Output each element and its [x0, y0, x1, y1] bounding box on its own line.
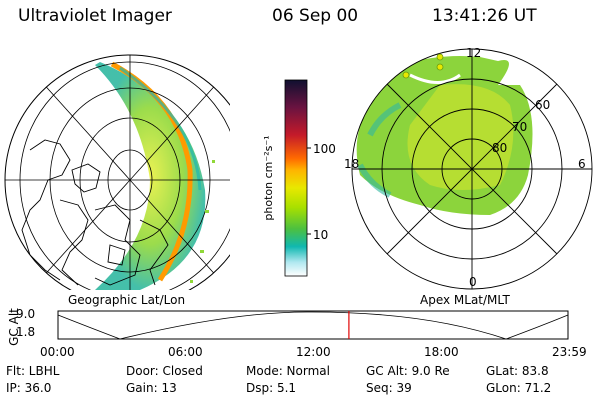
polar-plot: [351, 48, 593, 290]
colorbar: photon cm⁻²s⁻¹: [262, 79, 311, 277]
mlat-label-70: 70: [512, 120, 528, 134]
colorbar-scale: [284, 79, 308, 277]
ip-status: IP: 36.0: [6, 381, 52, 395]
colorbar-label-100: 100: [313, 142, 336, 156]
time-tick-0600: 06:00: [168, 345, 203, 359]
filter-status: Flt: LBHL: [6, 364, 60, 378]
mlt-label-6: 6: [578, 157, 586, 171]
gain-status: Gain: 13: [126, 381, 177, 395]
geographic-label: Geographic Lat/Lon: [68, 293, 186, 307]
glat-status: GLat: 83.8: [486, 364, 549, 378]
map-limb: [4, 54, 230, 290]
glon-status: GLon: 71.2: [486, 381, 552, 395]
door-status: Door: Closed: [126, 364, 203, 378]
aurora-edge: [119, 66, 202, 191]
mode-status: Mode: Normal: [246, 364, 330, 378]
altitude-timeline: [57, 310, 569, 340]
time-tick-2359: 23:59: [552, 345, 587, 359]
altitude-high-label: 9.0: [16, 307, 36, 321]
colorbar-unit-label: photon cm⁻²s⁻¹: [262, 135, 275, 220]
altitude-low-label: 1.8: [16, 325, 36, 339]
instrument-title: Ultraviolet Imager: [18, 6, 172, 26]
time-tick-1200: 12:00: [296, 345, 331, 359]
map-graticule: [5, 55, 230, 290]
sequence-status: Seq: 39: [366, 381, 412, 395]
dsp-status: Dsp: 5.1: [246, 381, 297, 395]
colorbar-label-10: 10: [313, 228, 329, 242]
gc-altitude-status: GC Alt: 9.0 Re: [366, 364, 450, 378]
polar-grid: [351, 48, 593, 290]
observation-time: 13:41:26 UT: [432, 6, 537, 26]
mlt-label-18: 18: [344, 157, 360, 171]
geographic-map: [4, 54, 230, 290]
altitude-curve: [57, 311, 569, 340]
mlat-label-60: 60: [535, 98, 551, 112]
noise-pixels: [190, 160, 215, 283]
observation-date: 06 Sep 00: [272, 6, 359, 26]
time-tick-1800: 18:00: [424, 345, 459, 359]
mlt-label-12: 12: [466, 46, 482, 60]
time-tick-0000: 00:00: [40, 345, 75, 359]
altitude-frame: [57, 310, 569, 340]
mlat-label-80: 80: [492, 141, 508, 155]
mlt-label-0: 0: [469, 275, 477, 289]
polar-label: Apex MLat/MLT: [420, 293, 510, 307]
